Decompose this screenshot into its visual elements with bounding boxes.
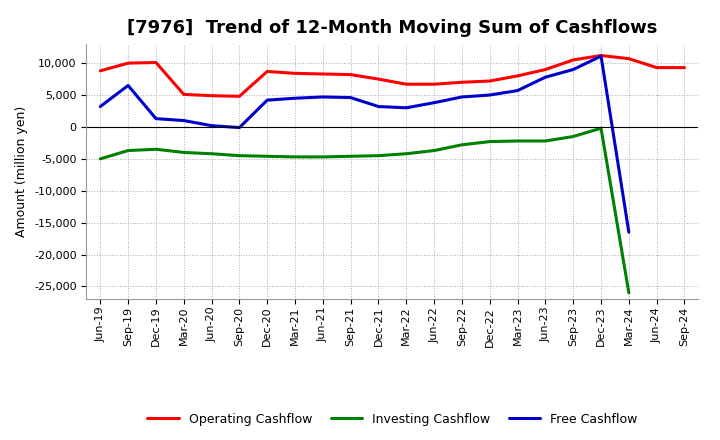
Title: [7976]  Trend of 12-Month Moving Sum of Cashflows: [7976] Trend of 12-Month Moving Sum of C…	[127, 19, 657, 37]
Investing Cashflow	[291, 154, 300, 160]
Operating Cashflow	[541, 67, 550, 72]
Operating Cashflow	[291, 71, 300, 76]
Operating Cashflow	[624, 56, 633, 61]
Free Cashflow	[124, 83, 132, 88]
Free Cashflow	[346, 95, 355, 100]
Investing Cashflow	[179, 150, 188, 155]
Line: Free Cashflow: Free Cashflow	[100, 56, 629, 232]
Free Cashflow	[96, 104, 104, 109]
Operating Cashflow	[346, 72, 355, 77]
Free Cashflow	[235, 125, 243, 130]
Investing Cashflow	[513, 138, 522, 143]
Operating Cashflow	[430, 81, 438, 87]
Investing Cashflow	[430, 148, 438, 153]
Operating Cashflow	[513, 73, 522, 78]
Operating Cashflow	[152, 60, 161, 65]
Operating Cashflow	[458, 80, 467, 85]
Free Cashflow	[152, 116, 161, 121]
Free Cashflow	[485, 92, 494, 98]
Investing Cashflow	[458, 142, 467, 147]
Operating Cashflow	[374, 77, 383, 82]
Investing Cashflow	[402, 151, 410, 156]
Operating Cashflow	[680, 65, 689, 70]
Investing Cashflow	[96, 156, 104, 161]
Investing Cashflow	[207, 151, 216, 156]
Free Cashflow	[458, 94, 467, 99]
Operating Cashflow	[569, 57, 577, 62]
Free Cashflow	[541, 74, 550, 80]
Free Cashflow	[402, 105, 410, 110]
Investing Cashflow	[541, 138, 550, 143]
Investing Cashflow	[569, 134, 577, 139]
Free Cashflow	[597, 54, 606, 59]
Free Cashflow	[569, 67, 577, 72]
Investing Cashflow	[597, 125, 606, 131]
Line: Investing Cashflow: Investing Cashflow	[100, 128, 629, 293]
Operating Cashflow	[263, 69, 271, 74]
Free Cashflow	[179, 118, 188, 123]
Operating Cashflow	[207, 93, 216, 98]
Investing Cashflow	[263, 154, 271, 159]
Free Cashflow	[263, 98, 271, 103]
Line: Operating Cashflow: Operating Cashflow	[100, 55, 685, 96]
Operating Cashflow	[652, 65, 661, 70]
Operating Cashflow	[179, 92, 188, 97]
Operating Cashflow	[485, 78, 494, 84]
Investing Cashflow	[346, 154, 355, 159]
Operating Cashflow	[318, 71, 327, 77]
Investing Cashflow	[152, 147, 161, 152]
Operating Cashflow	[96, 68, 104, 73]
Investing Cashflow	[374, 153, 383, 158]
Operating Cashflow	[402, 81, 410, 87]
Free Cashflow	[624, 230, 633, 235]
Investing Cashflow	[235, 153, 243, 158]
Investing Cashflow	[124, 148, 132, 153]
Legend: Operating Cashflow, Investing Cashflow, Free Cashflow: Operating Cashflow, Investing Cashflow, …	[148, 413, 637, 425]
Free Cashflow	[430, 100, 438, 105]
Free Cashflow	[513, 88, 522, 93]
Free Cashflow	[318, 94, 327, 99]
Y-axis label: Amount (million yen): Amount (million yen)	[16, 106, 29, 237]
Free Cashflow	[374, 104, 383, 109]
Operating Cashflow	[597, 53, 606, 58]
Investing Cashflow	[624, 290, 633, 296]
Investing Cashflow	[318, 154, 327, 160]
Free Cashflow	[207, 123, 216, 128]
Free Cashflow	[291, 95, 300, 101]
Operating Cashflow	[235, 94, 243, 99]
Operating Cashflow	[124, 60, 132, 66]
Investing Cashflow	[485, 139, 494, 144]
